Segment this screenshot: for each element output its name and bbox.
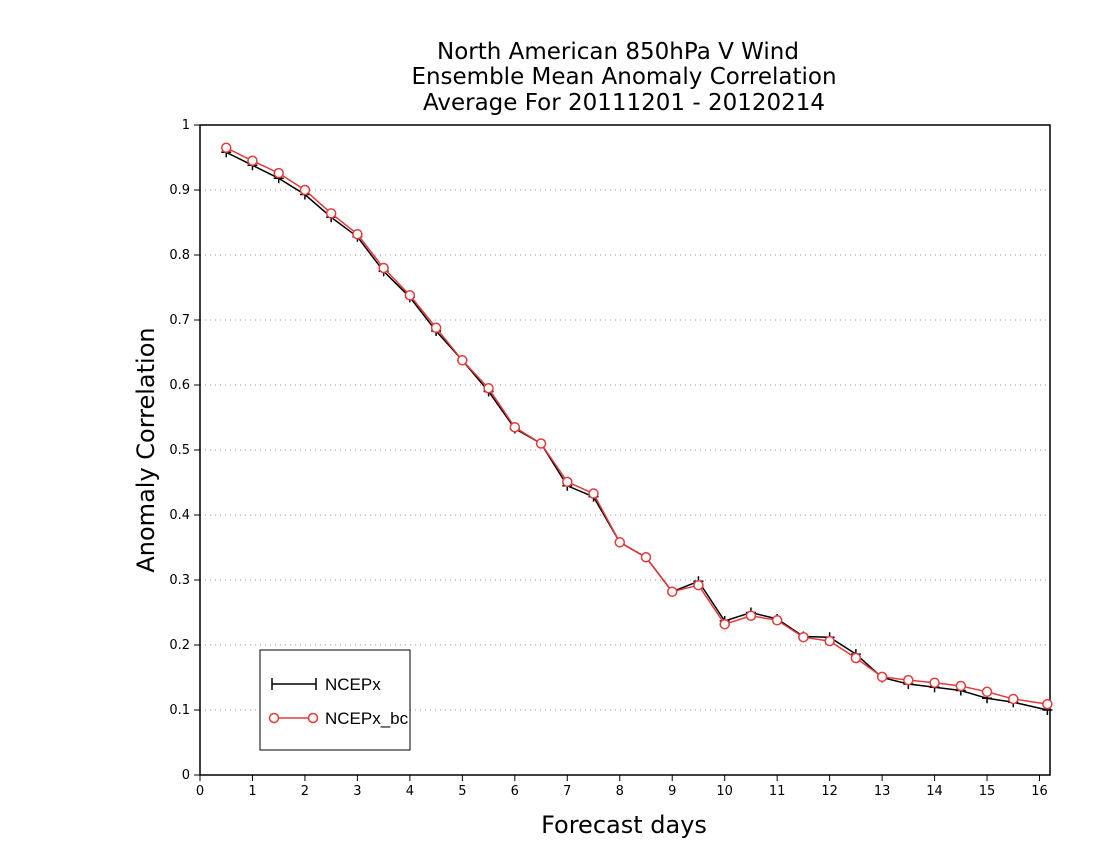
data-point (404, 290, 416, 301)
x-tick-label: 12 (821, 784, 838, 799)
data-point (666, 586, 678, 597)
x-tick-label: 4 (406, 784, 414, 799)
legend-label-ncepx: NCEPx (325, 675, 381, 694)
y-tick-label: 0 (182, 768, 190, 783)
data-point (273, 167, 284, 179)
y-tick-label: 0.9 (169, 183, 190, 198)
legend-label-ncepx-bc: NCEPx_bc (325, 709, 409, 728)
data-point (693, 579, 704, 591)
data-point (745, 610, 757, 621)
chart-title-line-3: Average For 20111201 - 20120214 (423, 90, 825, 116)
data-point (535, 438, 547, 449)
x-tick-label: 13 (874, 784, 891, 799)
data-point (378, 262, 389, 274)
data-point (220, 142, 232, 153)
x-tick-label: 10 (716, 784, 733, 799)
x-tick-label: 11 (769, 784, 786, 799)
gridlines (200, 189, 1050, 711)
x-tick-label: 16 (1031, 784, 1048, 799)
data-point (614, 537, 626, 548)
series-line (225, 151, 1048, 711)
y-tick-label: 0.2 (169, 638, 190, 653)
data-point (457, 355, 468, 366)
data-point (640, 552, 652, 563)
x-tick-label: 15 (979, 784, 996, 799)
data-point (352, 228, 363, 240)
y-tick-label: 0.4 (169, 508, 190, 523)
data-point (719, 618, 730, 630)
data-point (247, 155, 258, 166)
y-tick-label: 0.1 (169, 703, 190, 718)
chart-title: North American 850hPa V Wind Ensemble Me… (411, 39, 836, 116)
data-point (562, 476, 573, 488)
data-point (483, 383, 494, 394)
y-tick-label: 0.7 (169, 313, 190, 328)
data-point (955, 680, 967, 692)
data-point (1042, 698, 1053, 710)
x-axis-title: Forecast days (541, 811, 707, 839)
x-axis-ticks: 0 1 2 3 4 5 6 7 8 9 10 11 12 13 14 15 16 (196, 775, 1048, 799)
x-tick-label: 9 (668, 784, 676, 799)
data-point (824, 635, 835, 647)
chart-title-line-2: Ensemble Mean Anomaly Correlation (411, 64, 836, 90)
chart-title-line-1: North American 850hPa V Wind (437, 39, 799, 65)
x-tick-label: 0 (196, 784, 204, 799)
data-point (299, 184, 311, 196)
data-point (1008, 693, 1019, 705)
series-layer (220, 142, 1053, 715)
x-tick-label: 6 (511, 784, 519, 799)
legend-marker-plus-icon (271, 678, 317, 690)
y-axis-ticks: 0 0.1 0.2 0.3 0.4 0.5 0.6 0.7 0.8 0.9 1 (169, 118, 200, 783)
legend-marker-circle-icon (307, 712, 319, 724)
data-point (876, 671, 888, 683)
data-point (798, 631, 809, 643)
y-tick-label: 0.6 (169, 378, 190, 393)
data-point (430, 322, 442, 334)
data-point (509, 422, 521, 433)
data-point (929, 677, 940, 688)
data-point (325, 208, 337, 219)
y-tick-label: 0.3 (169, 573, 190, 588)
legend-marker-circle-icon (268, 712, 280, 724)
data-point (981, 686, 993, 698)
data-point (903, 674, 914, 686)
data-point (588, 488, 599, 499)
x-tick-label: 5 (458, 784, 466, 799)
x-tick-label: 7 (563, 784, 571, 799)
x-tick-label: 1 (248, 784, 256, 799)
legend-box (259, 649, 411, 751)
x-tick-label: 3 (353, 784, 361, 799)
y-tick-label: 1 (182, 118, 190, 133)
x-tick-label: 14 (926, 784, 943, 799)
data-point (850, 652, 862, 664)
y-tick-label: 0.8 (169, 248, 190, 263)
x-tick-label: 8 (616, 784, 624, 799)
y-axis-title: Anomaly Correlation (132, 327, 160, 572)
series-ncepx (221, 147, 1053, 715)
y-tick-label: 0.5 (169, 443, 190, 458)
legend: NCEPx NCEPx_bc (259, 649, 411, 751)
x-tick-label: 2 (301, 784, 309, 799)
data-point (771, 615, 783, 626)
series-ncepx-bc (220, 142, 1053, 710)
